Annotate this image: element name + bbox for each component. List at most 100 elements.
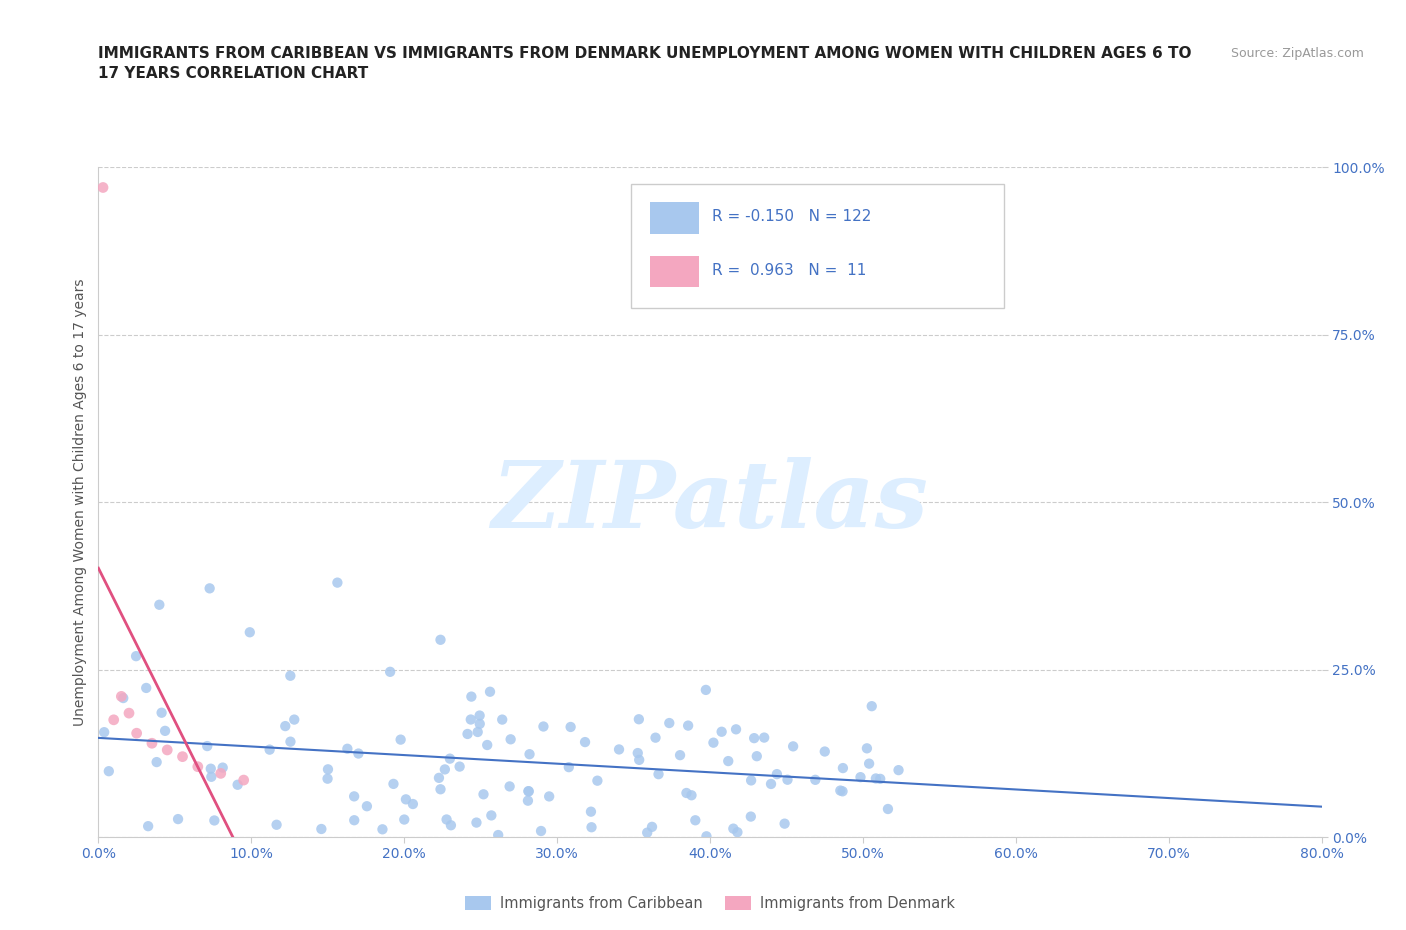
Point: [831, 784, 853, 799]
Point: [467, 724, 489, 739]
Point: [316, 762, 339, 777]
Point: [356, 799, 378, 814]
FancyBboxPatch shape: [630, 184, 1004, 308]
Point: [498, 779, 520, 794]
Point: [628, 752, 651, 767]
Point: [336, 741, 359, 756]
Point: [382, 777, 405, 791]
Point: [135, 681, 157, 696]
Point: [723, 821, 745, 836]
Point: [579, 804, 602, 819]
Point: [627, 746, 650, 761]
Point: [460, 689, 482, 704]
Point: [814, 744, 837, 759]
FancyBboxPatch shape: [650, 256, 699, 287]
Point: [389, 732, 412, 747]
Point: [343, 813, 366, 828]
Point: [742, 731, 765, 746]
Point: [558, 760, 581, 775]
Point: [472, 787, 495, 802]
Point: [172, 750, 194, 764]
Point: [766, 766, 789, 781]
Point: [436, 812, 458, 827]
Point: [725, 825, 748, 840]
Point: [439, 751, 461, 766]
Point: [702, 736, 724, 751]
Point: [860, 698, 883, 713]
Point: [200, 762, 222, 777]
Point: [695, 829, 717, 844]
Point: [669, 748, 692, 763]
Point: [232, 773, 254, 788]
Point: [91, 180, 114, 195]
Point: [887, 763, 910, 777]
Point: [517, 784, 540, 799]
Point: [586, 773, 609, 788]
Text: R =  0.963   N =  11: R = 0.963 N = 11: [713, 263, 868, 278]
Point: [460, 712, 482, 727]
Point: [145, 754, 167, 769]
Point: [239, 625, 262, 640]
Point: [499, 732, 522, 747]
Point: [280, 669, 302, 684]
Point: [877, 802, 900, 817]
Point: [394, 812, 416, 827]
Text: R = -0.150   N = 122: R = -0.150 N = 122: [713, 209, 872, 224]
Point: [266, 817, 288, 832]
Point: [200, 769, 222, 784]
Point: [740, 809, 762, 824]
Point: [280, 734, 302, 749]
Point: [641, 819, 664, 834]
Point: [427, 770, 450, 785]
Point: [187, 759, 209, 774]
Point: [112, 691, 135, 706]
Point: [479, 808, 502, 823]
Text: ZIPatlas: ZIPatlas: [492, 458, 928, 547]
Point: [202, 813, 225, 828]
Point: [676, 718, 699, 733]
Point: [433, 762, 456, 777]
Point: [316, 771, 339, 786]
Point: [724, 722, 747, 737]
Point: [110, 689, 132, 704]
Point: [538, 789, 561, 804]
Point: [759, 777, 782, 791]
Point: [830, 783, 852, 798]
Point: [141, 736, 163, 751]
Text: Source: ZipAtlas.com: Source: ZipAtlas.com: [1230, 46, 1364, 60]
Point: [491, 712, 513, 727]
Point: [560, 720, 582, 735]
Point: [468, 708, 491, 723]
Point: [150, 705, 173, 720]
Point: [519, 747, 541, 762]
Point: [457, 726, 479, 741]
Point: [449, 759, 471, 774]
Point: [440, 817, 463, 832]
Point: [517, 784, 540, 799]
Point: [343, 789, 366, 804]
Point: [607, 742, 630, 757]
Point: [259, 742, 281, 757]
Point: [856, 741, 879, 756]
Point: [675, 786, 697, 801]
Point: [93, 724, 115, 739]
Point: [209, 766, 232, 781]
Point: [710, 724, 733, 739]
Point: [465, 815, 488, 830]
Legend: Immigrants from Caribbean, Immigrants from Denmark: Immigrants from Caribbean, Immigrants fr…: [460, 890, 960, 917]
Point: [429, 782, 451, 797]
Point: [311, 821, 333, 836]
Point: [156, 742, 179, 757]
Point: [644, 730, 666, 745]
Point: [849, 770, 872, 785]
Point: [754, 730, 776, 745]
Point: [773, 817, 796, 831]
Point: [832, 761, 855, 776]
Point: [533, 719, 555, 734]
Point: [627, 711, 650, 726]
Point: [468, 716, 491, 731]
Point: [429, 632, 451, 647]
Point: [717, 753, 740, 768]
Point: [574, 735, 596, 750]
Point: [740, 773, 762, 788]
